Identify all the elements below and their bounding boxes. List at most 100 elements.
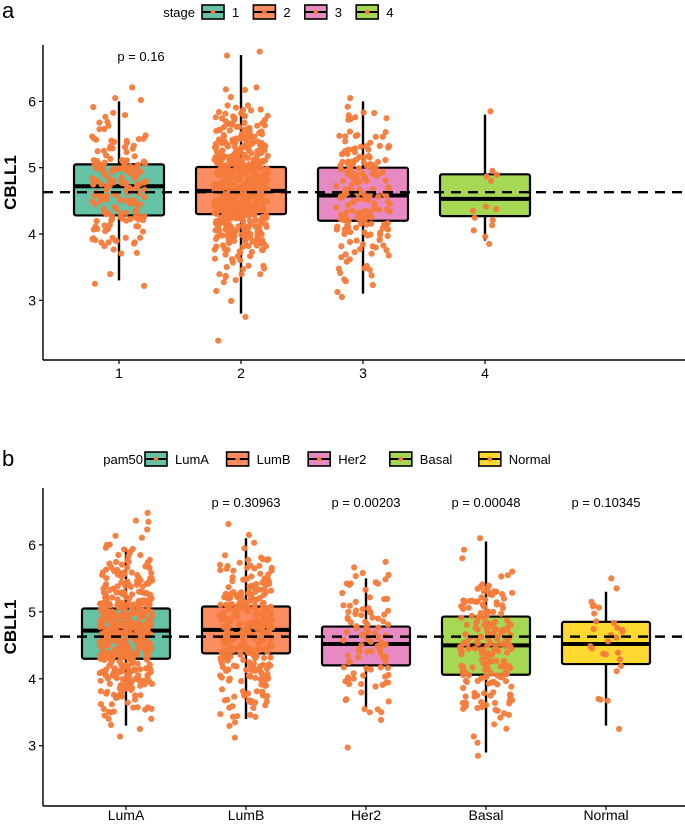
data-point [247, 562, 254, 569]
data-point [339, 589, 346, 597]
data-point [486, 240, 493, 247]
legend: stage 1 2 3 4 [163, 4, 393, 20]
legend-item: LumB [225, 451, 291, 467]
data-point [483, 673, 490, 680]
data-point [504, 624, 511, 631]
data-point [500, 658, 508, 665]
data-point [217, 567, 224, 574]
data-point [246, 590, 253, 597]
data-point [357, 220, 364, 227]
x-tick-label: Basal [468, 807, 503, 823]
legend-title: stage [163, 5, 195, 20]
data-point [106, 560, 113, 567]
data-point [234, 214, 241, 221]
data-point [101, 159, 108, 166]
legend-item: Normal [477, 451, 551, 467]
data-point [217, 672, 224, 679]
data-point [358, 681, 365, 688]
data-point [218, 152, 225, 159]
data-point [254, 236, 261, 243]
data-point [223, 141, 230, 148]
legend-label: Normal [509, 452, 551, 467]
data-point [224, 563, 231, 570]
data-point [130, 142, 137, 149]
data-point [372, 244, 379, 251]
data-point [262, 142, 269, 149]
data-point [125, 653, 132, 660]
data-point [123, 635, 130, 642]
data-point [340, 637, 347, 644]
data-point [345, 202, 352, 209]
data-point [485, 666, 492, 674]
legend-swatch-point [364, 9, 370, 15]
data-point [508, 589, 516, 596]
data-point [368, 272, 375, 279]
data-point [368, 220, 375, 227]
x-tick-label: Normal [583, 807, 628, 823]
data-point [137, 666, 144, 673]
data-point [144, 526, 151, 533]
data-point [497, 674, 504, 681]
data-point [259, 692, 266, 699]
data-point [385, 144, 392, 151]
data-point [247, 673, 254, 680]
data-point [376, 236, 383, 243]
data-point [356, 178, 363, 185]
data-point [221, 552, 229, 559]
data-point [234, 163, 241, 170]
data-point [350, 170, 357, 177]
data-point [503, 725, 510, 732]
data-point [241, 195, 248, 202]
data-point [231, 693, 238, 700]
data-point [245, 605, 252, 612]
data-point [371, 630, 379, 637]
data-point [137, 97, 144, 104]
data-point [348, 181, 355, 188]
data-point [232, 277, 239, 284]
data-point [260, 592, 267, 599]
data-point [492, 643, 499, 650]
data-point [259, 661, 267, 669]
data-point [267, 587, 275, 594]
data-point [235, 621, 242, 628]
data-point [255, 641, 262, 648]
data-point [254, 192, 262, 199]
data-point [375, 624, 382, 631]
data-point [97, 700, 104, 708]
data-point [98, 181, 105, 188]
data-point [253, 618, 260, 626]
data-point [121, 569, 128, 576]
data-point [464, 640, 471, 647]
data-point [215, 337, 222, 344]
data-point [245, 199, 252, 206]
data-point [223, 626, 230, 633]
y-tick-label: 6 [28, 537, 36, 553]
data-point [490, 608, 497, 616]
data-point [129, 200, 136, 207]
data-point [116, 197, 124, 204]
data-point [338, 254, 345, 261]
data-point [465, 645, 472, 652]
data-point [242, 235, 249, 242]
data-point [509, 568, 516, 575]
data-point [473, 638, 480, 646]
data-point [137, 682, 144, 689]
data-point [258, 231, 265, 238]
data-point [106, 680, 113, 688]
legend-swatch-point [313, 9, 319, 15]
data-point [231, 734, 238, 741]
data-point [590, 625, 597, 633]
data-point [375, 193, 382, 200]
data-point [352, 224, 360, 231]
data-point [147, 645, 155, 653]
data-point [219, 686, 226, 693]
data-point [131, 164, 138, 171]
data-point [502, 662, 509, 670]
data-point [242, 692, 249, 699]
data-point [257, 271, 264, 278]
data-point [94, 148, 101, 155]
data-point [247, 699, 254, 706]
data-point [213, 287, 220, 295]
data-point [111, 637, 118, 644]
data-point [122, 159, 129, 166]
